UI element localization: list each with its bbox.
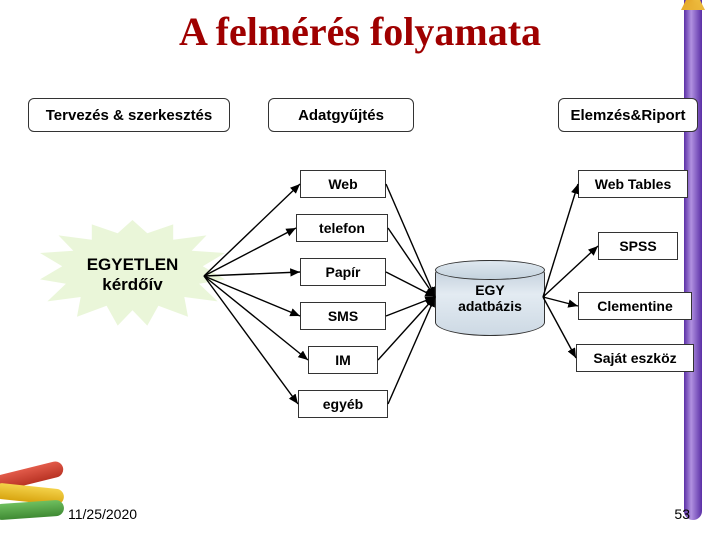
stage-collect: Adatgyűjtés [268,98,414,132]
channel-box: Web [300,170,386,198]
footer-page: 53 [674,506,690,522]
channel-box: Papír [300,258,386,286]
database-label: EGY adatbázis [458,282,522,314]
channel-box: telefon [296,214,388,242]
output-box: Clementine [578,292,692,320]
footer-date: 11/25/2020 [68,506,137,522]
stage-design: Tervezés & szerkesztés [28,98,230,132]
crayon-decoration-bottom-left [0,462,64,522]
output-box: SPSS [598,232,678,260]
channel-box: SMS [300,302,386,330]
database-node: EGY adatbázis [435,260,545,336]
output-box: Web Tables [578,170,688,198]
page-title: A felmérés folyamata [0,8,720,55]
output-box: Saját eszköz [576,344,694,372]
channel-box: egyéb [298,390,388,418]
crayon-decoration-right [684,0,702,520]
questionnaire-node: EGYETLEN kérdőív [40,220,225,330]
stage-analyze: Elemzés&Riport [558,98,698,132]
channel-box: IM [308,346,378,374]
questionnaire-label: EGYETLEN kérdőív [87,255,179,295]
